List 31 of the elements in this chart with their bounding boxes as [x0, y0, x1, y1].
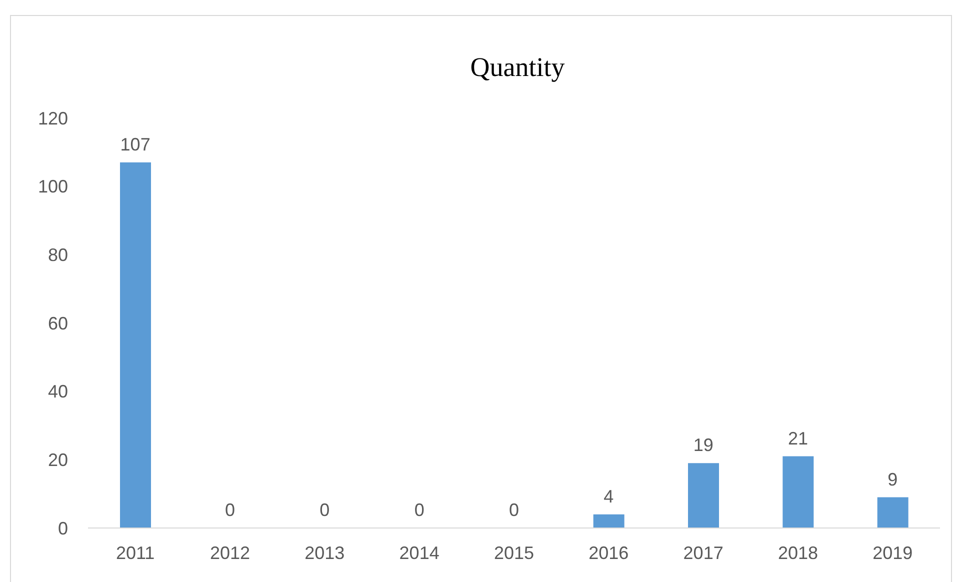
data-label: 9 [888, 469, 898, 490]
data-label: 4 [604, 486, 614, 506]
x-tick-label: 2013 [304, 542, 345, 563]
x-tick-label: 2017 [683, 542, 724, 563]
y-tick-label: 80 [48, 245, 68, 266]
data-label: 0 [224, 500, 236, 520]
bar [593, 514, 624, 528]
x-tick-label: 2019 [872, 542, 913, 563]
chart-title: Quantity [469, 52, 566, 83]
y-tick-label: 0 [58, 518, 68, 538]
y-tick-label: 100 [38, 176, 68, 197]
bar [877, 497, 908, 528]
y-tick-label: 60 [48, 313, 68, 334]
x-tick-label: 2015 [494, 542, 534, 563]
x-tick-label: 2011 [116, 542, 155, 563]
data-label: 107 [120, 134, 150, 154]
y-tick-label: 40 [48, 382, 68, 402]
bar [782, 456, 814, 528]
data-label: 0 [508, 500, 520, 520]
data-label: 19 [693, 435, 714, 456]
y-tick-label: 20 [48, 450, 68, 470]
x-tick-label: 2014 [399, 542, 440, 563]
x-tick-label: 2012 [210, 542, 250, 563]
y-tick-label: 120 [38, 108, 68, 128]
data-label: 21 [788, 428, 808, 448]
bar [688, 463, 719, 528]
x-tick-label: 2018 [778, 542, 818, 563]
x-tick-label: 2016 [588, 542, 629, 563]
data-label: 0 [414, 500, 424, 520]
bar [120, 162, 151, 528]
data-label: 0 [320, 500, 330, 520]
